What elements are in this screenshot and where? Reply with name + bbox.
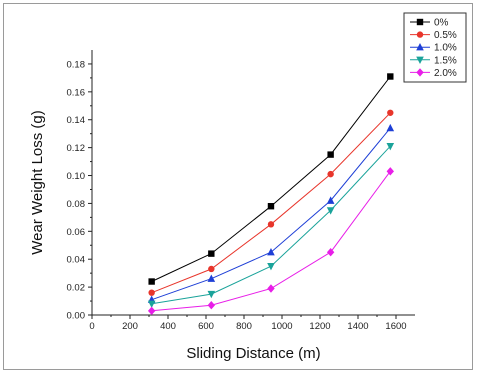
legend-marker bbox=[416, 68, 424, 77]
data-point bbox=[267, 221, 275, 228]
data-point bbox=[387, 109, 394, 116]
data-point bbox=[267, 248, 275, 256]
legend: 0%0.5% 1.0%1.5% 2.0% bbox=[403, 12, 467, 83]
series-line bbox=[151, 127, 391, 301]
data-point bbox=[386, 123, 395, 132]
x-tick-label: 1600 bbox=[385, 321, 406, 332]
legend-label: 0.5% bbox=[434, 30, 457, 41]
y-tick-label: 0.02 bbox=[67, 283, 86, 294]
legend-item: 2.0% bbox=[410, 68, 457, 79]
data-point bbox=[327, 170, 334, 178]
y-tick-label: 0.14 bbox=[67, 115, 86, 126]
data-point bbox=[326, 248, 335, 257]
y-tick-label: 0.00 bbox=[67, 311, 86, 322]
legend-marker bbox=[416, 31, 424, 38]
y-tick-label: 0.10 bbox=[67, 171, 86, 182]
data-point bbox=[148, 278, 155, 285]
x-tick-label: 800 bbox=[236, 321, 252, 332]
data-point bbox=[386, 143, 395, 151]
x-tick-label: 400 bbox=[160, 321, 176, 332]
legend-marker bbox=[416, 56, 424, 64]
legend-marker bbox=[416, 43, 424, 51]
x-axis-title: Sliding Distance (m) bbox=[186, 345, 320, 362]
series-1 bbox=[148, 73, 394, 285]
y-tick-label: 0.06 bbox=[67, 227, 86, 238]
y-tick-label: 0.04 bbox=[67, 255, 86, 266]
series-4 bbox=[147, 143, 395, 309]
data-point bbox=[387, 73, 394, 80]
legend-label: 1.5% bbox=[434, 55, 457, 66]
y-tick-label: 0.08 bbox=[67, 199, 86, 210]
legend-item: 0.5% bbox=[410, 30, 457, 41]
series-5 bbox=[147, 167, 394, 316]
data-point bbox=[386, 167, 394, 176]
legend-item: 1.0% bbox=[410, 43, 457, 54]
chart-frame bbox=[3, 3, 473, 370]
legend-label: 2.0% bbox=[434, 68, 457, 79]
data-point bbox=[148, 289, 155, 296]
series-2 bbox=[148, 109, 394, 296]
legend-label: 1.0% bbox=[434, 43, 457, 54]
x-tick-label: 1000 bbox=[271, 321, 292, 332]
data-point bbox=[207, 290, 216, 299]
legend-item: 0% bbox=[410, 18, 449, 29]
x-tick-label: 200 bbox=[122, 321, 138, 332]
data-point bbox=[208, 265, 215, 273]
legend-item: 1.5% bbox=[410, 55, 457, 66]
data-point bbox=[326, 207, 335, 215]
legend-marker bbox=[416, 18, 424, 26]
y-tick-label: 0.18 bbox=[67, 59, 86, 70]
x-tick-label: 0 bbox=[89, 321, 94, 332]
data-point bbox=[267, 203, 275, 210]
data-point bbox=[207, 301, 216, 310]
series-3 bbox=[147, 123, 395, 303]
data-point bbox=[327, 151, 334, 158]
x-tick-label: 1400 bbox=[347, 321, 368, 332]
data-point bbox=[147, 306, 156, 316]
y-tick-label: 0.12 bbox=[67, 143, 86, 154]
data-point bbox=[326, 196, 335, 204]
x-tick-label: 1200 bbox=[309, 321, 330, 332]
data-point bbox=[147, 300, 156, 309]
data-point bbox=[267, 284, 275, 293]
data-point bbox=[208, 250, 215, 257]
y-tick-label: 0.16 bbox=[67, 87, 86, 98]
legend-label: 0% bbox=[434, 18, 449, 29]
x-tick-label: 600 bbox=[198, 321, 214, 332]
y-axis-title: Wear Weight Loss (g) bbox=[29, 110, 46, 255]
data-point bbox=[267, 262, 275, 271]
data-point bbox=[207, 274, 216, 282]
